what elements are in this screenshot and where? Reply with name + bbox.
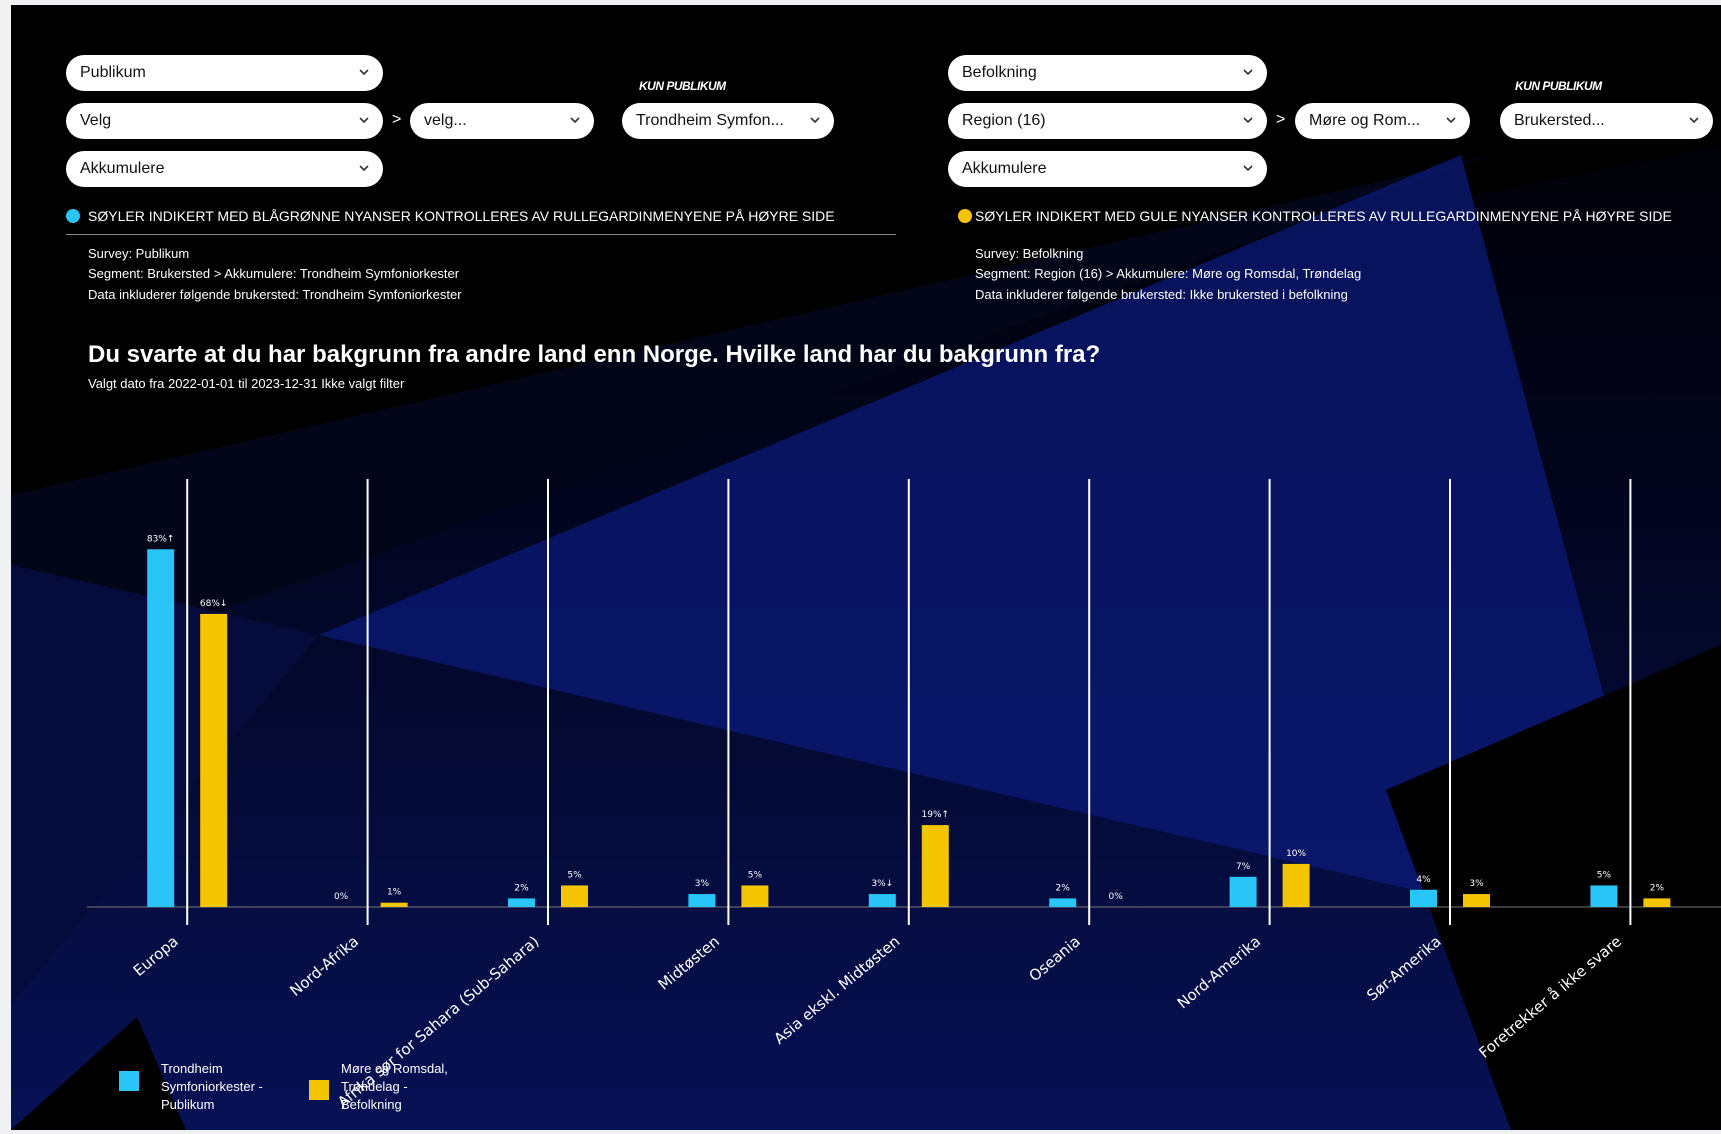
info-line: Survey: Befolkning [975,246,1084,261]
value-label: 68%↓ [200,599,228,609]
site-dropdown[interactable]: Trondheim Symfon... [622,103,834,139]
legend-label: Trondheim Symfoniorkester - Publikum [161,1061,263,1112]
dropdown-text: Region (16) [962,112,1046,129]
value-label: 3% [1469,879,1484,889]
site-dropdown[interactable]: Brukersted... [1500,103,1713,139]
segment-dropdown[interactable]: Region (16) [948,103,1267,139]
x-tick-label: Oseania [1026,932,1084,985]
value-label: 2% [514,883,529,893]
bar [380,902,408,907]
accumulate-dropdown[interactable]: Akkumulere [66,151,383,187]
x-tick-label: Nord-Amerika [1174,932,1264,1012]
value-label: 1% [387,888,402,898]
x-tick-label: Midtøsten [655,932,723,993]
bar [1590,885,1618,907]
bar [200,613,228,907]
bar [1463,894,1490,907]
x-tick-label: Sør-Amerika [1363,932,1444,1004]
value-label: 3% [695,879,710,889]
dropdown-text: Brukersted... [1514,112,1605,129]
value-label: 4% [1416,875,1431,885]
sub-dropdown[interactable]: velg... [410,103,594,139]
only-label: KUN PUBLIKUM [639,79,726,93]
value-label: 7% [1236,862,1251,872]
legend-swatch [119,1071,139,1091]
value-label: 3%↓ [871,879,893,889]
bar [508,898,535,907]
info-line: Survey: Publikum [88,246,190,261]
bar [1282,863,1310,907]
value-label: 19%↑ [922,810,950,820]
only-label: KUN PUBLIKUM [1515,79,1602,93]
dropdown-text: Trondheim Symfon... [636,112,784,129]
dropdown-text: Velg [80,112,112,129]
divider [66,234,896,235]
value-label: 5% [567,870,582,880]
segment-dropdown[interactable]: Velg [66,103,383,139]
value-label: 2% [1650,883,1665,893]
value-label: 5% [748,870,763,880]
dashboard: Publikum Velg > velg... KUN PUBLIKUM Tro… [11,5,1721,1130]
value-label: 0% [1109,892,1124,902]
x-tick-label: Nord-Afrika [286,932,362,1000]
sub-dropdown[interactable]: Møre og Rom... [1295,103,1470,139]
notice-dot [66,209,80,223]
accumulate-dropdown[interactable]: Akkumulere [948,151,1267,187]
value-label: 2% [1056,883,1071,893]
survey-dropdown[interactable]: Befolkning [948,55,1267,91]
info-line: Data inkluderer følgende brukersted: Tro… [88,287,462,302]
info-line: Segment: Region (16) > Akkumulere: Møre … [975,266,1362,281]
separator: > [392,111,402,128]
value-label: 83%↑ [147,534,175,544]
bar [868,894,896,907]
value-label: 5% [1597,870,1612,880]
bar [1410,889,1437,907]
bar [921,825,949,907]
bar [1049,898,1077,907]
legend-label: Møre og Romsdal, Trøndelag - Befolkning [341,1061,448,1112]
dropdown-text: Akkumulere [962,160,1047,177]
bar [1229,876,1257,907]
bar [147,549,175,907]
bar [561,885,588,907]
dropdown-text: Befolkning [962,64,1037,81]
x-tick-label: Foretrekker å ikke svare [1475,932,1625,1062]
chart-title: Du svarte at du har bakgrunn fra andre l… [88,341,1101,368]
survey-dropdown[interactable]: Publikum [66,55,383,91]
notice: SØYLER INDIKERT MED BLÅGRØNNE NYANSER KO… [88,208,835,224]
x-tick-label: Asia ekskl. Midtøsten [770,932,903,1048]
legend-swatch [309,1080,329,1100]
info-line: Segment: Brukersted > Akkumulere: Trondh… [88,266,460,281]
dropdown-text: Møre og Rom... [1309,112,1421,129]
notice-dot [958,209,972,223]
notice: SØYLER INDIKERT MED GULE NYANSER KONTROL… [975,208,1672,224]
bar [1643,898,1671,907]
value-label: 0% [334,892,349,902]
dropdown-text: Akkumulere [80,160,165,177]
x-tick-label: Europa [130,932,182,980]
separator: > [1276,111,1286,128]
dropdown-text: Publikum [80,64,146,81]
dropdown-text: velg... [424,112,467,129]
bar [688,894,716,907]
bar [741,885,769,907]
info-line: Data inkluderer følgende brukersted: Ikk… [975,287,1348,302]
value-label: 10% [1286,849,1306,859]
chart-subtitle: Valgt dato fra 2022-01-01 til 2023-12-31… [88,376,405,391]
